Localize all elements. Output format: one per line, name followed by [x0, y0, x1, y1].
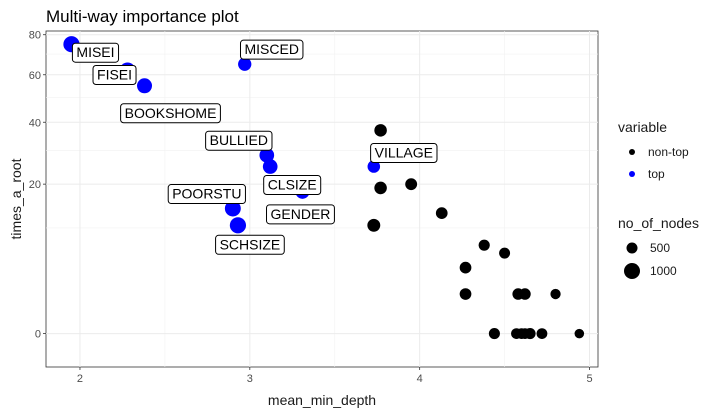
point-non-top — [374, 124, 387, 137]
legend: variable non-top top no_of_nodes 500 100… — [618, 119, 699, 279]
x-tick-label: 5 — [586, 373, 592, 385]
label-misei: MISEI — [71, 42, 120, 63]
label-text: MISCED — [244, 41, 298, 57]
label-box — [263, 175, 322, 196]
point-non-top — [459, 288, 472, 300]
legend-color-title: variable — [618, 119, 667, 135]
x-tick-label: 4 — [417, 373, 423, 385]
label-misced: MISCED — [239, 39, 304, 60]
point-non-top — [435, 207, 448, 219]
label-box — [92, 64, 137, 85]
legend-size-500 — [626, 242, 638, 254]
point-clsize — [262, 159, 278, 174]
label-box — [71, 42, 120, 63]
label-box — [215, 234, 285, 255]
label-box — [370, 143, 438, 164]
y-tick-label: 20 — [29, 179, 41, 191]
label-text: MISEI — [76, 44, 114, 60]
legend-label-1000: 1000 — [650, 264, 677, 278]
label-text: SCHSIZE — [220, 236, 281, 252]
legend-swatch-top — [629, 171, 635, 177]
point-non-top — [367, 218, 381, 232]
y-tick-label: 80 — [29, 30, 41, 42]
label-box — [120, 103, 221, 124]
point-non-top — [550, 288, 561, 300]
label-text: POORSTU — [172, 186, 241, 202]
label-box — [239, 39, 304, 60]
point-bookshome — [137, 78, 153, 94]
point-non-top — [519, 288, 531, 300]
label-box — [205, 130, 273, 151]
label-box — [167, 184, 246, 205]
point-non-top — [524, 328, 536, 340]
x-axis-title: mean_min_depth — [268, 392, 376, 408]
point-labels: MISEI FISEI BOOKSHOME MISCED BULLIED CLSIZE GE… — [71, 39, 438, 255]
point-schsize — [229, 217, 247, 234]
label-text: VILLAGE — [375, 145, 433, 161]
legend-label-top: top — [648, 167, 665, 181]
point-non-top — [459, 261, 472, 274]
point-non-top — [374, 181, 387, 195]
label-bullied: BULLIED — [205, 130, 273, 151]
legend-size-title: no_of_nodes — [618, 215, 699, 231]
label-bookshome: BOOKSHOME — [120, 103, 221, 124]
label-text: BULLIED — [210, 132, 268, 148]
label-text: GENDER — [271, 206, 331, 222]
label-box — [266, 204, 335, 225]
point-poorstu — [224, 200, 241, 217]
point-non-top — [405, 178, 418, 191]
legend-label-non-top: non-top — [648, 145, 689, 159]
point-village — [367, 160, 381, 173]
label-poorstu: POORSTU — [167, 184, 246, 205]
label-text: CLSIZE — [268, 177, 317, 193]
point-non-top — [574, 328, 585, 339]
x-tick-label: 3 — [247, 373, 253, 385]
chart-title: Multi-way importance plot — [46, 7, 239, 26]
point-bullied — [259, 147, 275, 163]
legend-label-500: 500 — [650, 241, 670, 255]
point-misced — [238, 57, 252, 71]
y-axis-title: times_a_root — [8, 158, 24, 239]
legend-swatch-non-top — [629, 149, 635, 155]
label-schsize: SCHSIZE — [215, 234, 285, 255]
point-non-top — [499, 247, 511, 259]
label-clsize: CLSIZE — [263, 175, 322, 196]
x-tick-label: 2 — [77, 373, 83, 385]
label-gender: GENDER — [266, 204, 335, 225]
axis-ticks: 2 3 4 5 0 20 40 60 80 — [29, 30, 593, 385]
legend-size-1000 — [624, 263, 640, 279]
point-non-top — [478, 239, 490, 251]
point-non-top — [536, 328, 548, 339]
point-non-top — [488, 328, 500, 340]
y-tick-label: 60 — [29, 70, 41, 82]
label-village: VILLAGE — [370, 143, 438, 164]
y-tick-label: 40 — [29, 117, 41, 129]
label-text: BOOKSHOME — [125, 105, 217, 121]
y-tick-label: 0 — [35, 329, 41, 341]
label-fisei: FISEI — [92, 64, 137, 85]
label-text: FISEI — [97, 66, 132, 82]
